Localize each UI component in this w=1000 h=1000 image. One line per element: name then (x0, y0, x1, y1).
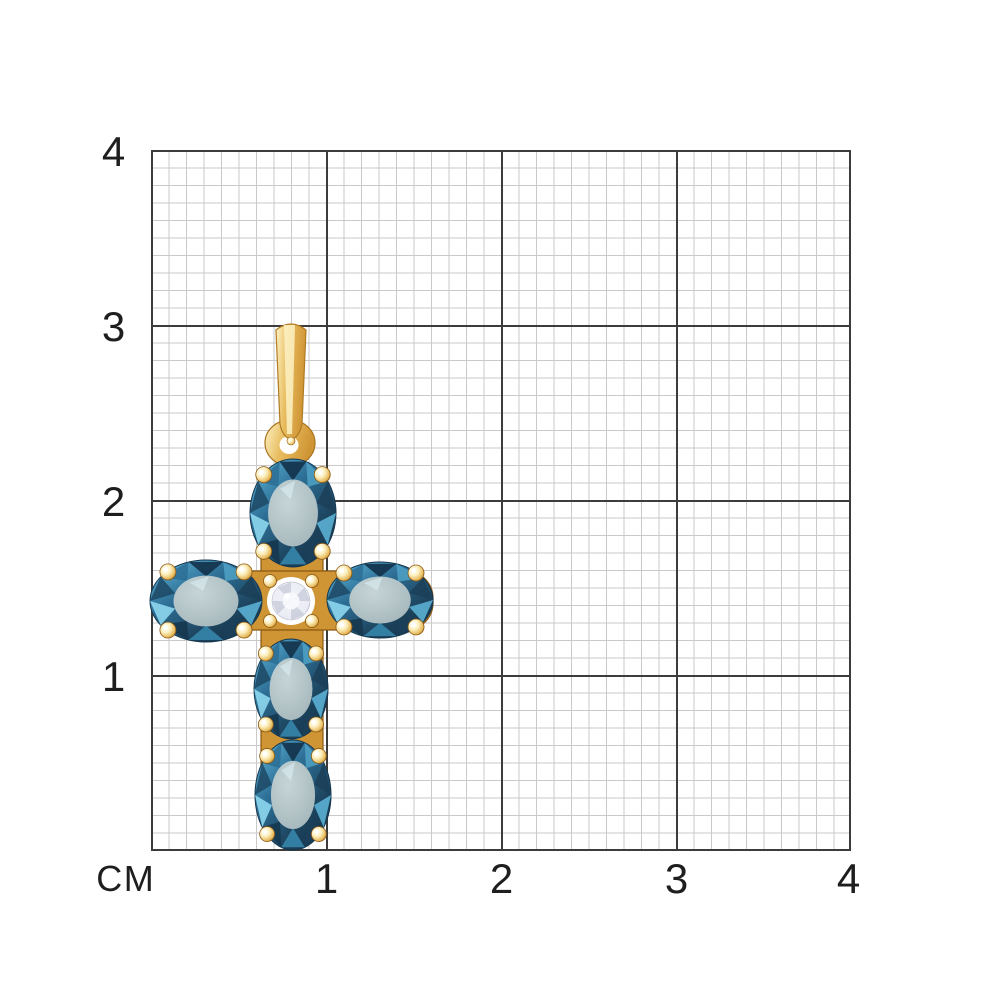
unit-label: СМ (96, 858, 156, 899)
oval-blue-stone-bottom-middle (253, 638, 329, 740)
oval-blue-stone-left (149, 559, 263, 643)
pendant-photo (149, 323, 434, 851)
gold-prong-balls (263, 574, 319, 628)
pendant-bail (275, 323, 307, 446)
x-tick-1: 1 (314, 855, 340, 902)
x-tick-3: 3 (664, 855, 690, 902)
y-tick-4: 4 (101, 128, 127, 175)
y-tick-3: 3 (101, 303, 127, 350)
y-tick-2: 2 (101, 478, 127, 525)
x-tick-4: 4 (836, 855, 862, 902)
oval-blue-stone-bottom (254, 739, 332, 851)
oval-blue-stone-right (326, 561, 434, 639)
round-white-stone-center (267, 577, 315, 625)
oval-blue-stone-top (249, 458, 337, 568)
y-tick-1: 1 (101, 653, 127, 700)
x-tick-2: 2 (489, 855, 515, 902)
